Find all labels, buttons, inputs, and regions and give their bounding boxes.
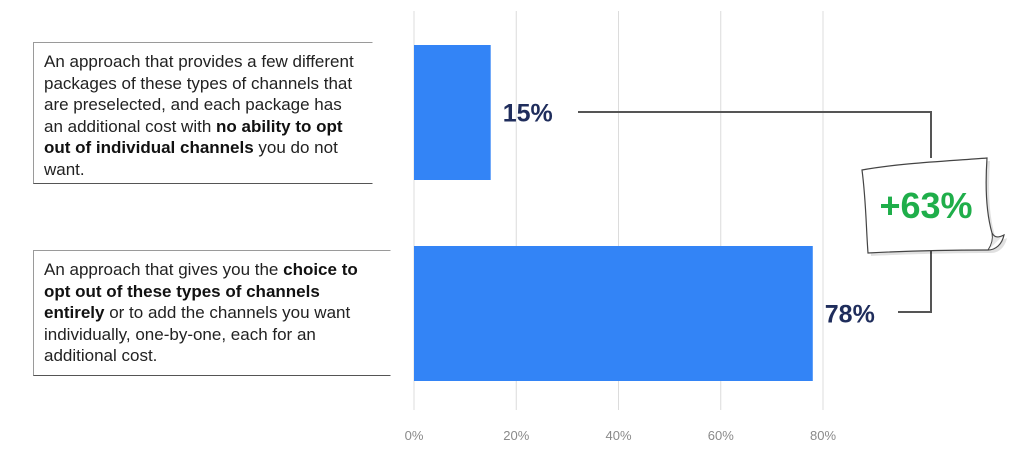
x-tick-label: 40% [605, 428, 631, 443]
x-tick-label: 20% [503, 428, 529, 443]
bar [414, 246, 813, 381]
bar [414, 45, 491, 180]
x-tick-label: 0% [405, 428, 424, 443]
note-card-curl [987, 232, 1005, 251]
category-label-text: or to add the channels you want individu… [44, 303, 351, 365]
category-label-bold-text: no ability to opt out of individual chan… [44, 116, 343, 158]
category-label-package-approach: An approach that provides a few differen… [33, 42, 373, 184]
category-label-bold-text: choice to opt out of these types of chan… [44, 260, 358, 322]
connector-line [898, 250, 932, 313]
bar-value-label: 15% [503, 100, 553, 128]
difference-annotation: +63% [879, 185, 972, 226]
bar-value-label: 78% [825, 301, 875, 329]
connector-line [578, 111, 932, 158]
category-label-text: An approach that provides a few differen… [44, 52, 354, 136]
category-label-text: you do not want. [44, 138, 338, 179]
x-tick-label: 60% [708, 428, 734, 443]
x-tick-label: 80% [810, 428, 836, 443]
category-label-opt-out-approach: An approach that gives you the choice to… [33, 250, 391, 376]
category-label-text: An approach that gives you the [44, 260, 284, 279]
